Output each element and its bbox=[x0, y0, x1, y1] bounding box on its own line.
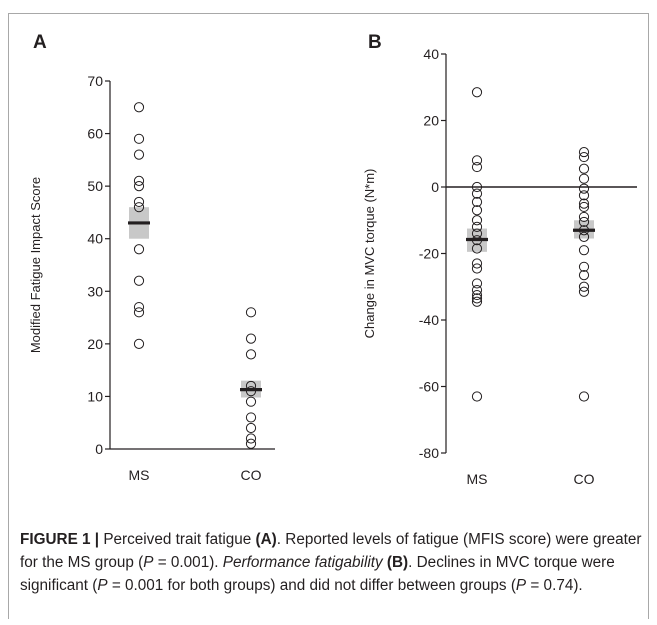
data-point bbox=[471, 196, 483, 208]
y-tick-label: -20 bbox=[419, 246, 439, 262]
data-point bbox=[133, 181, 145, 192]
figure-right-border bbox=[648, 13, 649, 619]
y-tick-label: 40 bbox=[87, 231, 103, 247]
category-label-ms: MS bbox=[129, 467, 150, 483]
data-point bbox=[578, 286, 590, 297]
y-tick-label: 0 bbox=[431, 179, 439, 195]
y-tick-label: 10 bbox=[87, 388, 103, 404]
data-point bbox=[471, 293, 483, 304]
data-point bbox=[471, 278, 483, 289]
data-point bbox=[471, 215, 483, 226]
data-point bbox=[578, 173, 590, 184]
caption-label: FIGURE 1 | bbox=[20, 531, 100, 548]
data-point bbox=[245, 307, 257, 318]
data-point bbox=[578, 245, 590, 256]
data-point bbox=[471, 263, 483, 274]
data-point bbox=[578, 391, 590, 402]
data-point bbox=[578, 261, 590, 272]
figure-left-border bbox=[8, 13, 9, 619]
data-point bbox=[133, 202, 145, 213]
caption-text: Perceived trait fatigue bbox=[99, 531, 256, 548]
caption-text: . Reported levels of fatigue (MFIS score… bbox=[20, 531, 642, 571]
category-label-co: CO bbox=[574, 471, 595, 487]
data-point bbox=[133, 307, 145, 318]
data-point bbox=[245, 396, 257, 407]
y-tick-label: 50 bbox=[87, 178, 103, 194]
data-point bbox=[133, 301, 145, 313]
data-point bbox=[133, 196, 145, 208]
data-point bbox=[578, 151, 590, 163]
caption-p-symbol: P bbox=[143, 554, 154, 571]
data-point bbox=[133, 275, 145, 286]
data-point bbox=[578, 270, 590, 281]
figure-chart: A 0 10 20 30 40 50 60 70 Modified Fatigue Impact … bbox=[28, 32, 637, 487]
data-point bbox=[245, 412, 257, 423]
panel-label-a: A bbox=[33, 32, 47, 53]
figure-top-border bbox=[8, 13, 649, 14]
data-point bbox=[471, 296, 483, 307]
data-point bbox=[245, 333, 257, 344]
data-point bbox=[471, 87, 483, 98]
data-point bbox=[471, 188, 483, 199]
data-point bbox=[133, 133, 145, 144]
data-point bbox=[471, 205, 483, 216]
data-point bbox=[133, 175, 145, 186]
data-point bbox=[245, 438, 257, 449]
data-point bbox=[245, 433, 257, 444]
data-point bbox=[471, 221, 483, 232]
data-point bbox=[133, 149, 145, 160]
y-tick-label: 30 bbox=[87, 283, 103, 299]
data-point bbox=[578, 211, 590, 223]
data-point bbox=[471, 289, 483, 301]
figure-caption: FIGURE 1 | Perceived trait fatigue (A). … bbox=[20, 528, 648, 597]
data-point bbox=[471, 284, 483, 296]
data-point bbox=[578, 198, 590, 209]
data-point bbox=[578, 146, 590, 158]
data-point bbox=[245, 422, 257, 434]
data-point bbox=[578, 190, 590, 201]
caption-text: . Declines in MVC torque were significan… bbox=[20, 554, 615, 594]
data-point bbox=[133, 338, 145, 349]
y-axis-title: Modified Fatigue Impact Score bbox=[28, 177, 43, 353]
caption-ref-b: (B) bbox=[386, 554, 409, 571]
category-label-co: CO bbox=[241, 467, 262, 483]
data-point bbox=[578, 281, 590, 292]
data-point bbox=[245, 349, 257, 360]
data-point bbox=[471, 181, 483, 193]
y-tick-label: 0 bbox=[95, 441, 103, 457]
y-tick-label: 20 bbox=[87, 336, 103, 352]
data-point bbox=[471, 391, 483, 402]
y-tick-label: 70 bbox=[87, 73, 103, 89]
data-point bbox=[133, 244, 145, 255]
caption-text: = 0.001). bbox=[153, 554, 223, 571]
caption-italic-term: Performance fatigability bbox=[222, 554, 383, 571]
data-point bbox=[578, 163, 590, 174]
data-point bbox=[471, 258, 483, 269]
caption-ref-a: (A) bbox=[255, 531, 277, 548]
y-axis-title: Change in MVC torque (N*m) bbox=[362, 169, 377, 339]
y-tick-label: 40 bbox=[423, 46, 439, 62]
data-point bbox=[578, 201, 590, 213]
y-tick-label: 20 bbox=[423, 113, 439, 129]
data-point bbox=[578, 216, 590, 228]
data-point bbox=[471, 155, 483, 166]
category-label-ms: MS bbox=[467, 471, 488, 487]
y-tick-label: -40 bbox=[419, 312, 439, 328]
caption-text: = 0.74). bbox=[526, 577, 583, 594]
data-point bbox=[578, 183, 590, 194]
y-tick-label: -60 bbox=[419, 379, 439, 395]
panel-label-b: B bbox=[368, 32, 382, 53]
y-tick-label: -80 bbox=[419, 445, 439, 461]
data-point bbox=[133, 102, 145, 113]
caption-p-symbol: P bbox=[515, 577, 527, 594]
data-point bbox=[471, 161, 483, 173]
caption-p-symbol: P bbox=[97, 577, 108, 594]
data-point bbox=[471, 243, 483, 254]
y-tick-label: 60 bbox=[87, 126, 103, 142]
caption-text: = 0.001 for both groups) and did not dif… bbox=[107, 577, 516, 594]
data-point bbox=[578, 231, 590, 242]
